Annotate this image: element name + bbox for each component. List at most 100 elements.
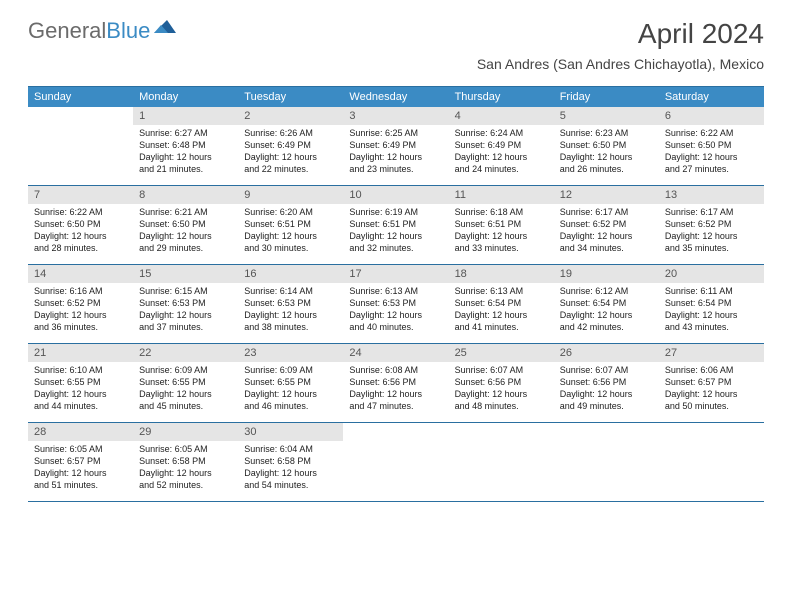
day-number: 27 — [659, 344, 764, 362]
day-line: Daylight: 12 hours — [455, 309, 548, 321]
week-row: 21Sunrise: 6:10 AMSunset: 6:55 PMDayligh… — [28, 344, 764, 423]
day-line: Sunset: 6:58 PM — [244, 455, 337, 467]
day-content: Sunrise: 6:16 AMSunset: 6:52 PMDaylight:… — [28, 283, 133, 338]
weeks-container: 1Sunrise: 6:27 AMSunset: 6:48 PMDaylight… — [28, 107, 764, 502]
day-line: Sunset: 6:52 PM — [665, 218, 758, 230]
day-line: Sunrise: 6:06 AM — [665, 364, 758, 376]
week-row: 7Sunrise: 6:22 AMSunset: 6:50 PMDaylight… — [28, 186, 764, 265]
day-line: and 49 minutes. — [560, 400, 653, 412]
day-line: Sunset: 6:54 PM — [665, 297, 758, 309]
day-line: and 50 minutes. — [665, 400, 758, 412]
day-cell — [343, 423, 448, 501]
day-header-cell: Saturday — [659, 87, 764, 107]
day-cell: 2Sunrise: 6:26 AMSunset: 6:49 PMDaylight… — [238, 107, 343, 185]
day-line: Sunset: 6:50 PM — [34, 218, 127, 230]
day-cell — [28, 107, 133, 185]
day-cell: 7Sunrise: 6:22 AMSunset: 6:50 PMDaylight… — [28, 186, 133, 264]
day-cell: 22Sunrise: 6:09 AMSunset: 6:55 PMDayligh… — [133, 344, 238, 422]
day-line: Sunset: 6:53 PM — [244, 297, 337, 309]
day-number: 11 — [449, 186, 554, 204]
day-line: Sunrise: 6:13 AM — [349, 285, 442, 297]
day-line: and 51 minutes. — [34, 479, 127, 491]
day-header-cell: Wednesday — [343, 87, 448, 107]
logo-text: GeneralBlue — [28, 18, 150, 44]
day-number: 14 — [28, 265, 133, 283]
day-content: Sunrise: 6:23 AMSunset: 6:50 PMDaylight:… — [554, 125, 659, 180]
day-line: Daylight: 12 hours — [244, 151, 337, 163]
day-line: Sunrise: 6:12 AM — [560, 285, 653, 297]
day-line: Sunset: 6:55 PM — [34, 376, 127, 388]
day-line: Daylight: 12 hours — [560, 388, 653, 400]
day-line: and 48 minutes. — [455, 400, 548, 412]
day-line: Sunset: 6:51 PM — [349, 218, 442, 230]
day-line: Daylight: 12 hours — [139, 151, 232, 163]
day-cell: 12Sunrise: 6:17 AMSunset: 6:52 PMDayligh… — [554, 186, 659, 264]
day-number: 3 — [343, 107, 448, 125]
day-cell: 30Sunrise: 6:04 AMSunset: 6:58 PMDayligh… — [238, 423, 343, 501]
day-content — [343, 441, 448, 447]
day-line: Sunrise: 6:17 AM — [560, 206, 653, 218]
day-cell: 15Sunrise: 6:15 AMSunset: 6:53 PMDayligh… — [133, 265, 238, 343]
day-line: and 29 minutes. — [139, 242, 232, 254]
day-cell — [449, 423, 554, 501]
day-line: Daylight: 12 hours — [665, 309, 758, 321]
flag-triangle-icon — [154, 19, 176, 44]
day-line: Sunset: 6:48 PM — [139, 139, 232, 151]
day-line: Daylight: 12 hours — [139, 388, 232, 400]
day-number: 2 — [238, 107, 343, 125]
day-line: Daylight: 12 hours — [455, 388, 548, 400]
day-line: Sunrise: 6:20 AM — [244, 206, 337, 218]
day-line: Sunrise: 6:15 AM — [139, 285, 232, 297]
day-header-cell: Monday — [133, 87, 238, 107]
day-number: 6 — [659, 107, 764, 125]
day-cell: 13Sunrise: 6:17 AMSunset: 6:52 PMDayligh… — [659, 186, 764, 264]
day-line: Sunrise: 6:08 AM — [349, 364, 442, 376]
day-line: Daylight: 12 hours — [34, 230, 127, 242]
day-cell: 26Sunrise: 6:07 AMSunset: 6:56 PMDayligh… — [554, 344, 659, 422]
day-cell: 20Sunrise: 6:11 AMSunset: 6:54 PMDayligh… — [659, 265, 764, 343]
logo-text-general: General — [28, 18, 106, 43]
day-line: Sunset: 6:57 PM — [665, 376, 758, 388]
day-line: Daylight: 12 hours — [349, 388, 442, 400]
day-number — [343, 423, 448, 441]
day-content: Sunrise: 6:17 AMSunset: 6:52 PMDaylight:… — [554, 204, 659, 259]
day-line: and 47 minutes. — [349, 400, 442, 412]
day-line: and 37 minutes. — [139, 321, 232, 333]
day-number: 29 — [133, 423, 238, 441]
day-line: and 46 minutes. — [244, 400, 337, 412]
day-line: and 43 minutes. — [665, 321, 758, 333]
day-line: Sunset: 6:50 PM — [665, 139, 758, 151]
day-line: Sunrise: 6:14 AM — [244, 285, 337, 297]
day-number: 15 — [133, 265, 238, 283]
day-number: 17 — [343, 265, 448, 283]
day-content: Sunrise: 6:05 AMSunset: 6:58 PMDaylight:… — [133, 441, 238, 496]
day-number: 30 — [238, 423, 343, 441]
day-content: Sunrise: 6:24 AMSunset: 6:49 PMDaylight:… — [449, 125, 554, 180]
day-line: and 40 minutes. — [349, 321, 442, 333]
day-header-cell: Tuesday — [238, 87, 343, 107]
day-line: and 44 minutes. — [34, 400, 127, 412]
day-content: Sunrise: 6:13 AMSunset: 6:54 PMDaylight:… — [449, 283, 554, 338]
day-number: 25 — [449, 344, 554, 362]
day-line: Sunrise: 6:09 AM — [244, 364, 337, 376]
day-line: Sunset: 6:51 PM — [244, 218, 337, 230]
day-line: and 33 minutes. — [455, 242, 548, 254]
day-header-cell: Thursday — [449, 87, 554, 107]
day-cell — [554, 423, 659, 501]
day-line: and 41 minutes. — [455, 321, 548, 333]
day-number: 18 — [449, 265, 554, 283]
week-row: 1Sunrise: 6:27 AMSunset: 6:48 PMDaylight… — [28, 107, 764, 186]
logo-text-blue: Blue — [106, 18, 150, 43]
day-line: and 36 minutes. — [34, 321, 127, 333]
day-line: Sunset: 6:52 PM — [34, 297, 127, 309]
day-line: Daylight: 12 hours — [244, 309, 337, 321]
day-cell: 4Sunrise: 6:24 AMSunset: 6:49 PMDaylight… — [449, 107, 554, 185]
day-line: Sunrise: 6:18 AM — [455, 206, 548, 218]
day-content: Sunrise: 6:07 AMSunset: 6:56 PMDaylight:… — [449, 362, 554, 417]
day-content: Sunrise: 6:22 AMSunset: 6:50 PMDaylight:… — [659, 125, 764, 180]
day-line: Sunset: 6:57 PM — [34, 455, 127, 467]
day-number: 26 — [554, 344, 659, 362]
day-header-cell: Friday — [554, 87, 659, 107]
day-line: Daylight: 12 hours — [139, 309, 232, 321]
day-content: Sunrise: 6:07 AMSunset: 6:56 PMDaylight:… — [554, 362, 659, 417]
